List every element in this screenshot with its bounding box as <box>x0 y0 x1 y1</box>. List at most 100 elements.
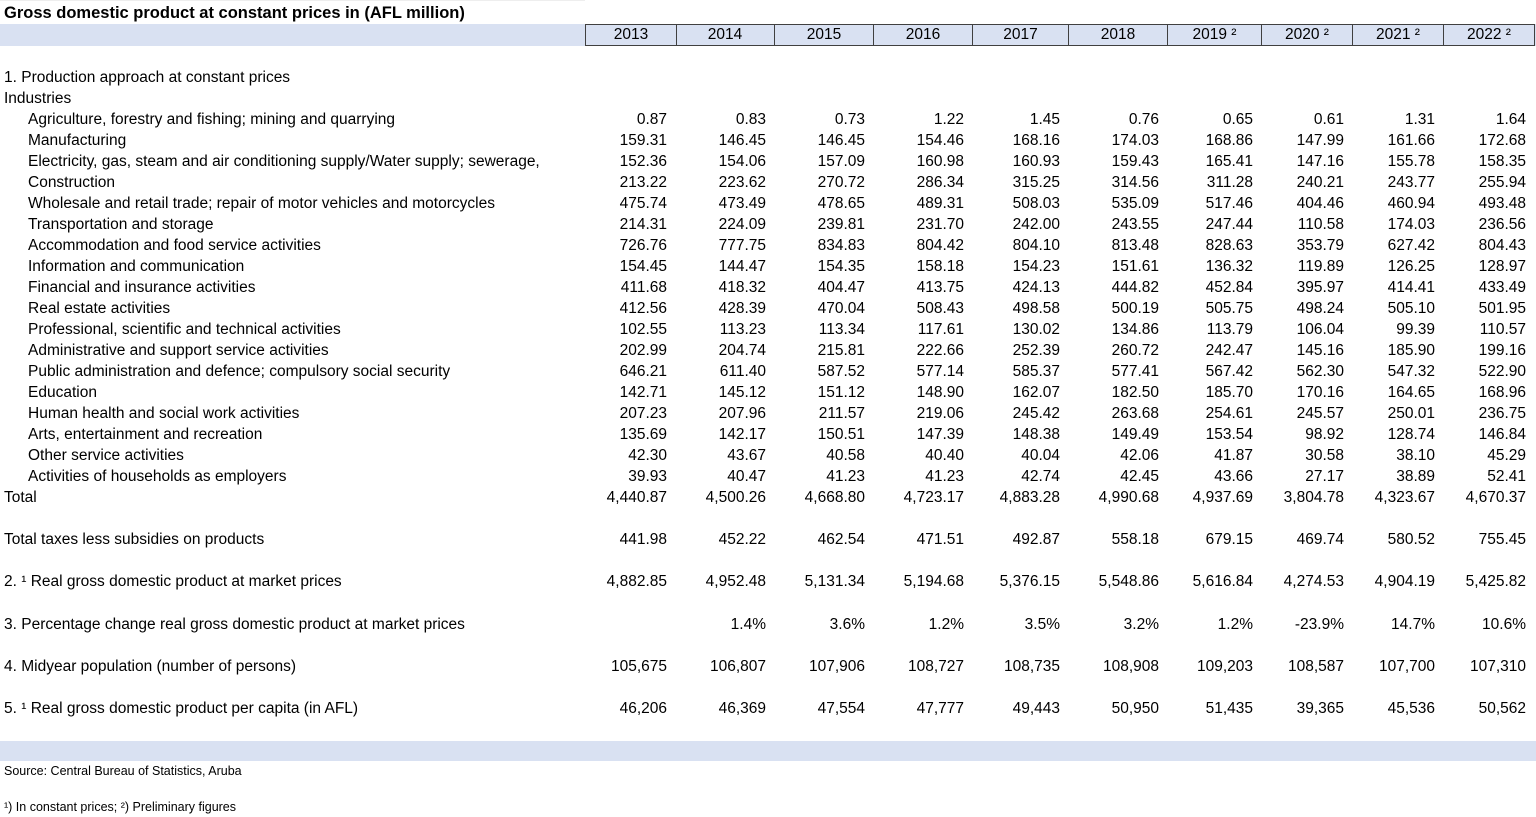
row-label: Arts, entertainment and recreation <box>28 426 263 443</box>
cell-value: 353.79 <box>1296 237 1344 254</box>
cell-value: 45.29 <box>1487 447 1526 464</box>
cell-value: 147.99 <box>1296 132 1344 149</box>
cell-value: 222.66 <box>916 342 964 359</box>
cell-value: 102.55 <box>619 321 667 338</box>
cell-value: 172.68 <box>1478 132 1526 149</box>
cell-value: 40.40 <box>925 447 964 464</box>
cell-value: 42.06 <box>1120 447 1159 464</box>
cell-value: 4,937.69 <box>1192 489 1253 506</box>
cell-value: 444.82 <box>1111 279 1159 296</box>
cell-value: 40.47 <box>727 468 766 485</box>
cell-value: 4,668.80 <box>804 489 865 506</box>
cell-value: 404.46 <box>1296 195 1344 212</box>
cell-value: 242.47 <box>1205 342 1253 359</box>
cell-value: 128.97 <box>1478 258 1526 275</box>
cell-value: 50,950 <box>1111 700 1159 717</box>
header-band <box>0 24 1536 46</box>
cell-value: 414.41 <box>1387 279 1435 296</box>
cell-value: 164.65 <box>1387 384 1435 401</box>
row-label: Total <box>4 489 37 506</box>
cell-value: 219.06 <box>916 405 964 422</box>
cell-value: 108,727 <box>907 658 964 675</box>
cell-value: 155.78 <box>1387 153 1435 170</box>
cell-value: 42.30 <box>628 447 667 464</box>
cell-value: 3.6% <box>829 616 865 633</box>
cell-value: 411.68 <box>620 279 667 296</box>
row-label: Real estate activities <box>28 300 171 317</box>
cell-value: 475.74 <box>619 195 667 212</box>
cell-value: 627.42 <box>1387 237 1435 254</box>
cell-value: 585.37 <box>1012 363 1060 380</box>
cell-value: 99.39 <box>1396 321 1435 338</box>
cell-value: 107,906 <box>808 658 865 675</box>
cell-value: 45,536 <box>1387 700 1435 717</box>
cell-value: 50,562 <box>1478 700 1526 717</box>
cell-value: 469.74 <box>1296 531 1344 548</box>
cell-value: 260.72 <box>1111 342 1159 359</box>
cell-value: 202.99 <box>619 342 667 359</box>
cell-value: 41.87 <box>1214 447 1253 464</box>
cell-value: 4,952.48 <box>705 573 766 590</box>
cell-value: 98.92 <box>1305 426 1344 443</box>
cell-value: 130.02 <box>1012 321 1060 338</box>
cell-value: 452.22 <box>718 531 766 548</box>
cell-value: 587.52 <box>817 363 865 380</box>
cell-value: 52.41 <box>1487 468 1526 485</box>
column-header: 2019 ² <box>1168 24 1262 46</box>
cell-value: 441.98 <box>619 531 667 548</box>
row-label: 2. ¹ Real gross domestic product at mark… <box>4 573 342 590</box>
row-label: Human health and social work activities <box>28 405 300 422</box>
cell-value: 413.75 <box>916 279 964 296</box>
cell-value: 223.62 <box>718 174 766 191</box>
cell-value: 14.7% <box>1391 616 1435 633</box>
cell-value: 148.90 <box>916 384 964 401</box>
cell-value: 452.84 <box>1205 279 1253 296</box>
cell-value: 255.94 <box>1478 174 1526 191</box>
cell-value: 41.23 <box>826 468 865 485</box>
cell-value: 105,675 <box>610 658 667 675</box>
cell-value: 148.38 <box>1012 426 1060 443</box>
cell-value: 505.75 <box>1205 300 1253 317</box>
row-label: Agriculture, forestry and fishing; minin… <box>28 111 396 128</box>
cell-value: 433.49 <box>1478 279 1526 296</box>
column-header: 2015 <box>775 24 874 46</box>
column-header: 2022 ² <box>1444 24 1535 46</box>
cell-value: 0.76 <box>1128 111 1159 128</box>
cell-value: 151.12 <box>817 384 865 401</box>
cell-value: 250.01 <box>1387 405 1435 422</box>
cell-value: 145.12 <box>718 384 766 401</box>
cell-value: 142.71 <box>619 384 667 401</box>
cell-value: 146.45 <box>718 132 766 149</box>
column-header: 2021 ² <box>1353 24 1444 46</box>
cell-value: 214.31 <box>619 216 667 233</box>
section-subheading: Industries <box>4 90 72 107</box>
cell-value: 162.07 <box>1012 384 1060 401</box>
cell-value: 315.25 <box>1012 174 1060 191</box>
cell-value: 43.66 <box>1214 468 1253 485</box>
cell-value: 158.18 <box>916 258 964 275</box>
cell-value: 159.43 <box>1111 153 1159 170</box>
row-label: Electricity, gas, steam and air conditio… <box>28 153 540 170</box>
cell-value: 828.63 <box>1205 237 1253 254</box>
row-label: Education <box>28 384 97 401</box>
cell-value: 311.28 <box>1206 174 1253 191</box>
cell-value: 10.6% <box>1482 616 1526 633</box>
cell-value: 211.57 <box>818 405 865 422</box>
cell-value: 577.41 <box>1111 363 1159 380</box>
cell-value: 460.94 <box>1387 195 1435 212</box>
cell-value: 4,882.85 <box>606 573 667 590</box>
cell-value: 113.79 <box>1206 321 1253 338</box>
cell-value: 505.10 <box>1387 300 1435 317</box>
cell-value: 1.2% <box>928 616 964 633</box>
cell-value: 126.25 <box>1387 258 1435 275</box>
cell-value: 3.2% <box>1123 616 1159 633</box>
cell-value: 215.81 <box>817 342 865 359</box>
row-label: Other service activities <box>28 447 184 464</box>
cell-value: 231.70 <box>916 216 964 233</box>
cell-value: 492.87 <box>1012 531 1060 548</box>
row-label: Construction <box>28 174 116 191</box>
cell-value: 0.65 <box>1222 111 1253 128</box>
cell-value: 252.39 <box>1012 342 1060 359</box>
cell-value: 428.39 <box>718 300 766 317</box>
cell-value: 3.5% <box>1024 616 1060 633</box>
